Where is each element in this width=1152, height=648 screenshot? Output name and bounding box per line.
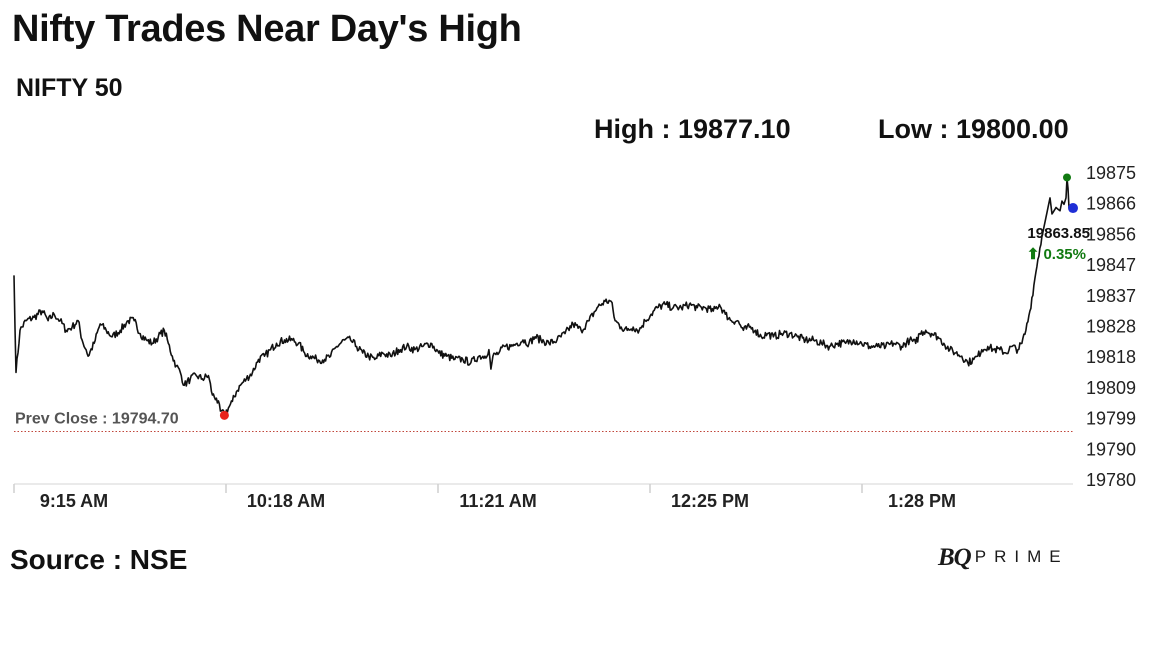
y-tick-label: 19818: [1086, 347, 1136, 367]
x-axis: 9:15 AM 10:18 AM 11:21 AM 12:25 PM 1:28 PM: [13, 483, 1073, 510]
x-tick-label: 11:21 AM: [459, 491, 536, 510]
y-tick-label: 19866: [1086, 194, 1136, 214]
y-tick-label: 19856: [1086, 224, 1136, 244]
change-percent-label: ⬆ 0.35%: [1027, 246, 1086, 263]
chart-title: Nifty Trades Near Day's High: [12, 8, 522, 50]
x-tick-label: 12:25 PM: [671, 491, 749, 510]
y-tick-label: 19875: [1086, 163, 1136, 183]
brand-logo-prime: PRIME: [974, 547, 1069, 566]
prev-close-label: Prev Close : 19794.70: [15, 410, 179, 427]
day-high-marker: [1062, 173, 1071, 182]
x-tick-label: 9:15 AM: [40, 491, 108, 510]
x-tick-label: 1:28 PM: [888, 491, 956, 510]
last-price-label: 19863.85: [1027, 225, 1090, 242]
y-axis: 19875 19866 19856 19847 19837 19828 19818 19809…: [1086, 163, 1136, 490]
day-high-label: High : 19877.10: [594, 114, 791, 144]
y-tick-label: 19780: [1086, 470, 1136, 490]
day-low-label: Low : 19800.00: [878, 114, 1069, 144]
y-tick-label: 19837: [1086, 286, 1136, 306]
y-tick-label: 19847: [1086, 255, 1136, 275]
source-label: Source : NSE: [10, 544, 188, 575]
y-tick-label: 19828: [1086, 317, 1136, 337]
day-low-marker: [219, 410, 229, 420]
y-tick-label: 19799: [1086, 409, 1136, 429]
y-tick-label: 19790: [1086, 439, 1136, 459]
index-name: NIFTY 50: [16, 74, 123, 102]
nifty-line-chart: 19875 19866 19856 19847 19837 19828 19818 19809…: [13, 163, 1136, 510]
brand-logo-bq: BQ: [938, 544, 972, 571]
last-price-marker: [1068, 203, 1078, 214]
price-series-line: [13, 177, 1070, 416]
brand-logo: BQ PRIME: [938, 544, 1069, 572]
x-tick-label: 10:18 AM: [247, 491, 325, 510]
y-tick-label: 19809: [1086, 378, 1136, 398]
